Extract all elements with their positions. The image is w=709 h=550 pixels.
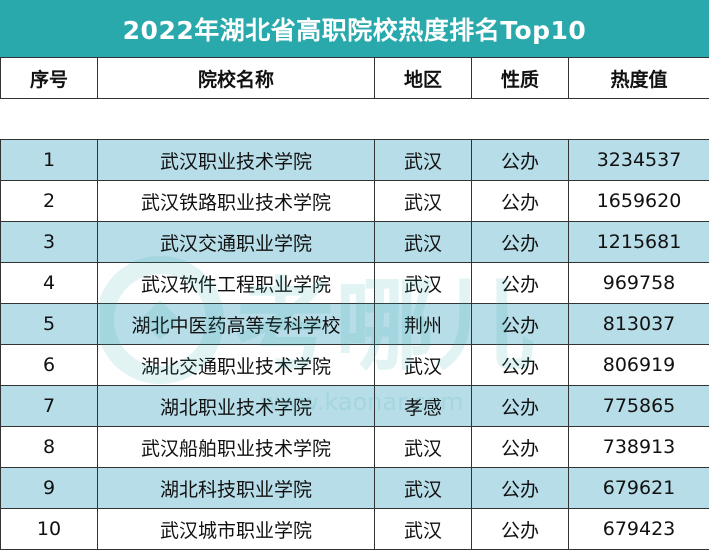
- cell-region: 武汉: [375, 468, 472, 509]
- cell-type: 公办: [472, 427, 569, 468]
- header-heat: 热度值: [569, 58, 709, 99]
- cell-type: 公办: [472, 509, 569, 550]
- table-title: 2022年湖北省高职院校热度排名Top10: [0, 0, 709, 57]
- cell-school-name: 武汉软件工程职业学院: [98, 263, 375, 304]
- cell-heat: 679621: [569, 468, 709, 509]
- header-school-name: 院校名称: [98, 58, 375, 99]
- cell-region: 武汉: [375, 181, 472, 222]
- cell-rank: 8: [1, 427, 98, 468]
- cell-heat: 3234537: [569, 140, 709, 181]
- cell-type: 公办: [472, 304, 569, 345]
- header-rank: 序号: [1, 58, 98, 99]
- cell-rank: 1: [1, 140, 98, 181]
- cell-type: 公办: [472, 386, 569, 427]
- cell-type: 公办: [472, 181, 569, 222]
- cell-heat: 775865: [569, 386, 709, 427]
- header-row: 序号 院校名称 地区 性质 热度值: [1, 58, 709, 99]
- cell-school-name: 武汉交通职业学院: [98, 222, 375, 263]
- cell-rank: 6: [1, 345, 98, 386]
- cell-heat: 813037: [569, 304, 709, 345]
- cell-school-name: 湖北交通职业技术学院: [98, 345, 375, 386]
- spacer-row: [1, 99, 709, 140]
- cell-school-name: 湖北职业技术学院: [98, 386, 375, 427]
- cell-type: 公办: [472, 345, 569, 386]
- cell-school-name: 湖北中医药高等专科学校: [98, 304, 375, 345]
- cell-school-name: 武汉铁路职业技术学院: [98, 181, 375, 222]
- cell-region: 武汉: [375, 345, 472, 386]
- cell-school-name: 武汉船舶职业技术学院: [98, 427, 375, 468]
- cell-heat: 1659620: [569, 181, 709, 222]
- cell-heat: 969758: [569, 263, 709, 304]
- cell-rank: 3: [1, 222, 98, 263]
- cell-type: 公办: [472, 468, 569, 509]
- cell-heat: 806919: [569, 345, 709, 386]
- cell-rank: 9: [1, 468, 98, 509]
- cell-type: 公办: [472, 140, 569, 181]
- cell-rank: 7: [1, 386, 98, 427]
- cell-region: 武汉: [375, 263, 472, 304]
- cell-region: 孝感: [375, 386, 472, 427]
- cell-heat: 738913: [569, 427, 709, 468]
- cell-region: 武汉: [375, 509, 472, 550]
- cell-heat: 1215681: [569, 222, 709, 263]
- cell-school-name: 武汉职业技术学院: [98, 140, 375, 181]
- cell-school-name: 湖北科技职业学院: [98, 468, 375, 509]
- cell-rank: 10: [1, 509, 98, 550]
- cell-rank: 4: [1, 263, 98, 304]
- header-type: 性质: [472, 58, 569, 99]
- header-region: 地区: [375, 58, 472, 99]
- cell-region: 武汉: [375, 222, 472, 263]
- cell-rank: 5: [1, 304, 98, 345]
- cell-region: 武汉: [375, 427, 472, 468]
- cell-type: 公办: [472, 222, 569, 263]
- cell-school-name: 武汉城市职业学院: [98, 509, 375, 550]
- cell-rank: 2: [1, 181, 98, 222]
- cell-type: 公办: [472, 263, 569, 304]
- cell-heat: 679423: [569, 509, 709, 550]
- cell-region: 荆州: [375, 304, 472, 345]
- cell-region: 武汉: [375, 140, 472, 181]
